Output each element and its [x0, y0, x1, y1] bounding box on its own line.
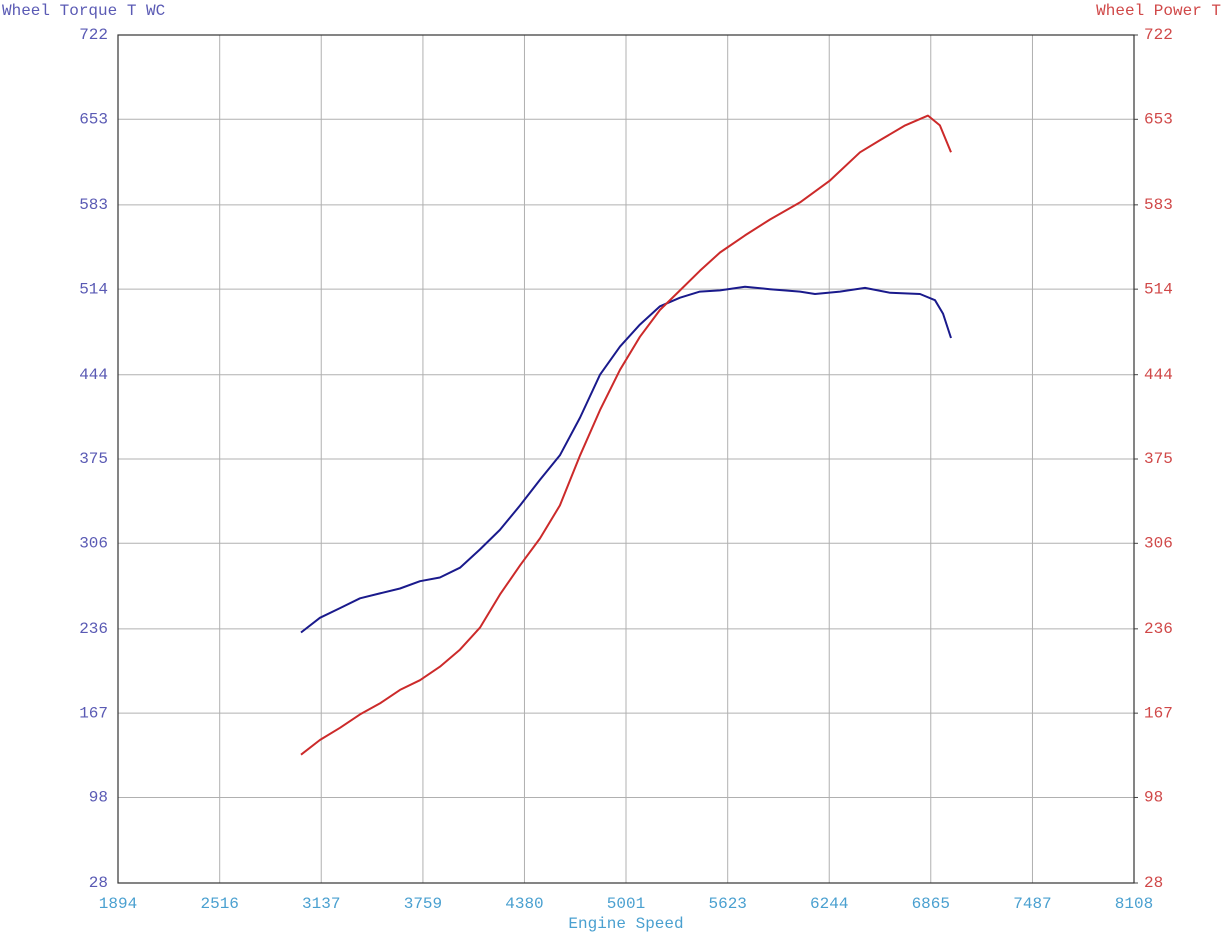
y-tick-label: 28	[89, 874, 108, 892]
x-tick-label: 7487	[1013, 895, 1051, 913]
x-axis-title: Engine Speed	[568, 915, 683, 933]
y-tick-label: 514	[79, 280, 108, 298]
y2-tick-label: 306	[1144, 535, 1173, 553]
x-tick-label: 3759	[404, 895, 442, 913]
series-line	[300, 285, 952, 634]
y2-tick-label: 444	[1144, 366, 1173, 384]
x-tick-label: 8108	[1115, 895, 1153, 913]
x-tick-label: 6244	[810, 895, 848, 913]
series-line	[300, 114, 952, 756]
y-tick-label: 306	[79, 535, 108, 553]
y2-tick-label: 514	[1144, 280, 1173, 298]
y2-tick-label: 583	[1144, 196, 1173, 214]
y2-tick-label: 236	[1144, 620, 1173, 638]
y-tick-label: 236	[79, 620, 108, 638]
y-tick-label: 375	[79, 450, 108, 468]
plot-frame	[117, 34, 1135, 884]
y2-axis-title: Wheel Power T	[1096, 2, 1221, 20]
y-tick-label: 167	[79, 704, 108, 722]
x-tick-label: 4380	[505, 895, 543, 913]
y-tick-label: 653	[79, 111, 108, 129]
x-tick-label: 2516	[200, 895, 238, 913]
y2-tick-label: 375	[1144, 450, 1173, 468]
y-tick-label: 98	[89, 789, 108, 807]
y2-tick-label: 98	[1144, 789, 1163, 807]
y-tick-label: 583	[79, 196, 108, 214]
y-axis-title: Wheel Torque T WC	[2, 2, 165, 20]
x-tick-label: 3137	[302, 895, 340, 913]
x-tick-label: 1894	[99, 895, 137, 913]
y2-tick-label: 653	[1144, 111, 1173, 129]
x-tick-label: 5001	[607, 895, 645, 913]
y2-tick-label: 28	[1144, 874, 1163, 892]
y2-tick-label: 722	[1144, 26, 1173, 44]
y2-tick-label: 167	[1144, 704, 1173, 722]
y-tick-label: 444	[79, 366, 108, 384]
x-tick-label: 6865	[912, 895, 950, 913]
x-tick-label: 5623	[708, 895, 746, 913]
y-tick-label: 722	[79, 26, 108, 44]
